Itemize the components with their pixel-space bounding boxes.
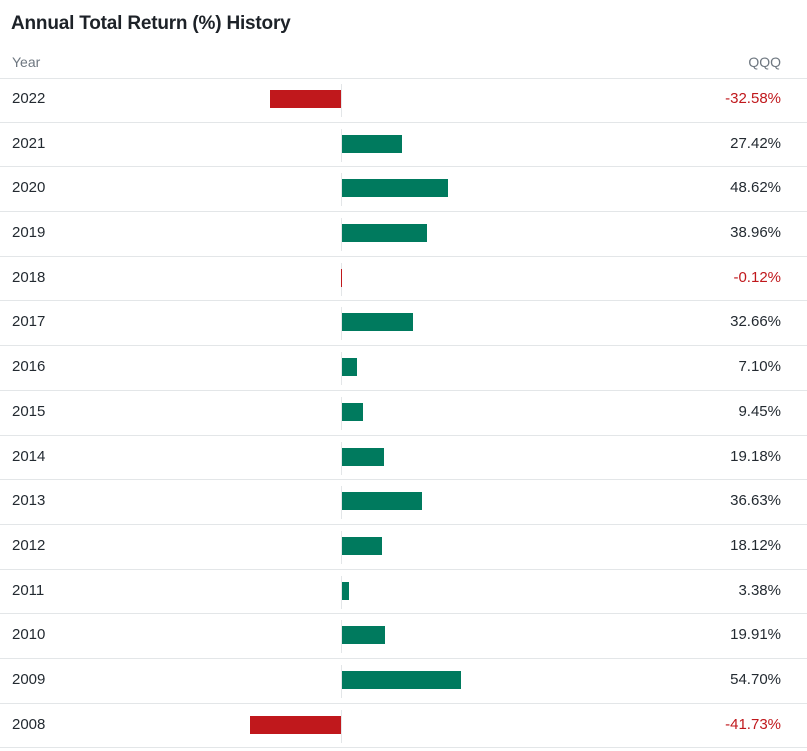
symbol-column-header: QQQ <box>748 54 781 70</box>
year-label: 2012 <box>12 536 46 554</box>
positive-return-bar <box>342 358 358 377</box>
year-label: 2021 <box>12 134 46 152</box>
zero-line <box>341 352 342 386</box>
table-row: 2008 -41.73% <box>0 704 807 749</box>
table-row: 2021 27.42% <box>0 123 807 168</box>
return-value: 9.45% <box>738 402 781 420</box>
year-label: 2018 <box>12 268 46 286</box>
table-row: 2012 18.12% <box>0 525 807 570</box>
year-column-header: Year <box>12 54 41 70</box>
positive-return-bar <box>342 670 462 689</box>
table-row: 2019 38.96% <box>0 212 807 257</box>
chart-title: Annual Total Return (%) History <box>11 13 291 34</box>
positive-return-bar <box>342 626 386 645</box>
return-value: 19.18% <box>730 447 781 465</box>
negative-return-bar <box>269 90 341 108</box>
return-value: -0.12% <box>733 268 781 286</box>
return-value: 27.42% <box>730 134 781 152</box>
table-row: 2011 3.38% <box>0 570 807 615</box>
zero-line <box>341 262 342 296</box>
positive-return-bar <box>342 134 402 153</box>
table-row: 2020 48.62% <box>0 167 807 213</box>
zero-line <box>341 128 342 162</box>
year-label: 2011 <box>12 581 45 599</box>
zero-line <box>341 620 342 654</box>
return-rows: 2022 -32.58% 2021 27.42% 2020 48.62% 2019 38.96… <box>0 78 807 749</box>
year-label: 2019 <box>12 224 46 242</box>
table-header: Year QQQ <box>0 50 807 79</box>
positive-return-bar <box>342 313 414 332</box>
year-label: 2010 <box>12 626 46 644</box>
zero-line <box>341 709 342 743</box>
return-value: 38.96% <box>730 224 781 242</box>
zero-line <box>341 664 342 698</box>
zero-line <box>341 575 342 609</box>
zero-line <box>341 173 342 207</box>
positive-return-bar <box>342 492 422 511</box>
zero-line <box>341 307 342 341</box>
table-row: 2016 7.10% <box>0 346 807 391</box>
positive-return-bar <box>342 402 363 421</box>
return-value: 54.70% <box>730 670 781 688</box>
zero-line <box>341 441 342 475</box>
positive-return-bar <box>342 179 448 198</box>
year-label: 2016 <box>12 358 46 376</box>
table-row: 2009 54.70% <box>0 659 807 704</box>
year-label: 2015 <box>12 402 46 420</box>
year-label: 2022 <box>12 90 46 107</box>
table-row: 2014 19.18% <box>0 436 807 481</box>
year-label: 2013 <box>12 492 46 510</box>
zero-line <box>341 218 342 252</box>
zero-line <box>341 530 342 564</box>
return-value: 3.38% <box>738 581 781 599</box>
year-label: 2017 <box>12 313 46 331</box>
return-value: 32.66% <box>730 313 781 331</box>
zero-line <box>341 84 342 117</box>
return-value: 36.63% <box>730 492 781 510</box>
return-value: 19.91% <box>730 626 781 644</box>
return-value: 48.62% <box>730 179 781 197</box>
year-label: 2020 <box>12 179 46 197</box>
zero-line <box>341 486 342 520</box>
negative-return-bar <box>250 715 341 734</box>
table-row: 2017 32.66% <box>0 301 807 347</box>
table-row: 2022 -32.58% <box>0 78 807 123</box>
positive-return-bar <box>342 224 427 243</box>
year-label: 2009 <box>12 670 46 688</box>
return-value: 7.10% <box>738 358 781 376</box>
table-row: 2015 9.45% <box>0 391 807 436</box>
positive-return-bar <box>342 447 384 466</box>
positive-return-bar <box>342 581 350 600</box>
return-value: -32.58% <box>725 90 781 107</box>
table-row: 2013 36.63% <box>0 480 807 525</box>
positive-return-bar <box>342 536 382 555</box>
year-label: 2014 <box>12 447 46 465</box>
return-value: 18.12% <box>730 536 781 554</box>
year-label: 2008 <box>12 715 46 733</box>
table-row: 2018 -0.12% <box>0 257 807 302</box>
zero-line <box>341 396 342 430</box>
return-value: -41.73% <box>725 715 781 733</box>
table-row: 2010 19.91% <box>0 614 807 659</box>
